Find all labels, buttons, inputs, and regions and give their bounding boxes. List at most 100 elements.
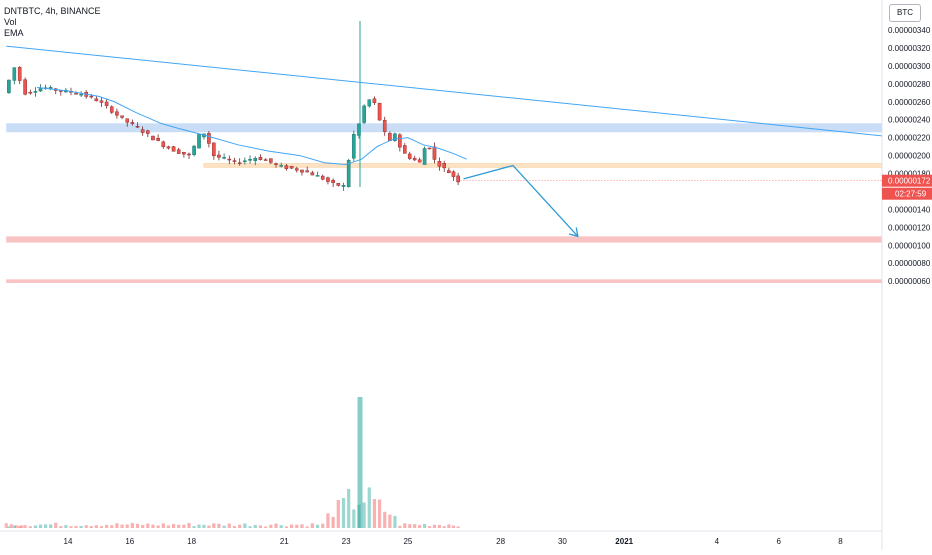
candle-body (305, 170, 309, 173)
ema-indicator-label[interactable]: EMA (4, 28, 24, 38)
volume-bar (161, 523, 165, 528)
y-tick-label: 0.00000060 (888, 277, 931, 286)
countdown-tag (882, 187, 932, 200)
volume-bar (171, 524, 176, 528)
volume-bar (243, 523, 247, 528)
candle-body (372, 98, 377, 103)
candle-body (33, 91, 38, 93)
x-tick-label: 16 (125, 537, 134, 546)
volume-bar (182, 524, 186, 528)
volume-indicator-label[interactable]: Vol (4, 17, 17, 27)
x-tick-label: 28 (496, 537, 505, 546)
volume-bar (393, 515, 397, 528)
candle-body (427, 147, 432, 150)
candle-body (279, 165, 284, 167)
x-tick-label: 21 (280, 537, 289, 546)
candle-body (326, 177, 330, 182)
volume-bar (258, 525, 263, 528)
candle-body (237, 162, 242, 164)
lines-layer (6, 45, 883, 238)
candle-body (130, 122, 135, 124)
symbol-title[interactable]: DNTBTC, 4h, BINANCE (4, 6, 101, 16)
candle-body (341, 185, 346, 187)
candle-body (398, 134, 402, 148)
x-tick-label: 8 (838, 537, 843, 546)
candle-body (393, 133, 397, 141)
volume-bar (59, 526, 63, 528)
x-tick-label: 2021 (615, 537, 633, 546)
y-axis: 0.00000340 0.00000320 0.00000300 0.00000280… (881, 0, 932, 550)
currency-badge[interactable]: BTC (889, 4, 921, 22)
candle-body (74, 93, 78, 95)
candle-body (166, 146, 171, 149)
candle-body (161, 141, 166, 147)
volume-bar (18, 526, 22, 528)
low-support-zone (6, 279, 882, 283)
y-tick-label: 0.00000320 (888, 44, 931, 53)
volume-bar (64, 525, 68, 528)
x-tick-label: 18 (187, 537, 196, 546)
candle-body (187, 153, 191, 156)
volume-bar (447, 524, 451, 528)
volume-bar (115, 523, 119, 528)
x-tick-label: 30 (558, 537, 567, 546)
candle-body (182, 151, 186, 155)
volume-bar (49, 524, 53, 528)
volume-bar (33, 525, 38, 528)
candle-body (382, 119, 387, 132)
candle-body (362, 105, 366, 123)
y-tick-label: 0.00000100 (888, 241, 931, 250)
volume-bar (422, 523, 427, 528)
candle-body (197, 134, 201, 149)
candle-body (456, 175, 460, 183)
volume-bar (295, 524, 299, 528)
countdown-label: 02:27:59 (895, 190, 927, 199)
volume-bar (377, 499, 382, 528)
candle-body (432, 146, 437, 160)
volume-bar (451, 525, 456, 528)
volume-bar (437, 524, 442, 528)
candle-body (222, 157, 226, 159)
volume-bar (38, 524, 43, 528)
candle-body (320, 175, 325, 180)
volume-bar (238, 524, 242, 528)
candle-body (300, 169, 304, 173)
volume-bar (9, 524, 13, 528)
candle-body (104, 101, 109, 106)
volume-bar (156, 525, 160, 528)
support-zone (6, 236, 882, 243)
candle-body (253, 158, 258, 161)
volume-bar (212, 523, 216, 528)
volume-bar (74, 525, 78, 528)
candle-body (23, 79, 27, 95)
candle-body (422, 148, 427, 165)
candle-body (89, 95, 94, 98)
candle-body (289, 166, 294, 169)
volume-bar (69, 526, 73, 528)
candle-body (346, 160, 351, 188)
current-price-label: 0.00000172 (888, 177, 931, 186)
candle-body (140, 129, 145, 133)
ema-line (37, 86, 467, 166)
y-tick-label: 0.00000140 (888, 205, 931, 214)
y-tick-label: 0.00000200 (888, 152, 931, 161)
volume-bar (43, 524, 48, 528)
volume-bar (146, 523, 150, 528)
spike-volume-bar (357, 397, 363, 528)
descending-trendline (6, 45, 883, 137)
volume-bar (274, 523, 278, 528)
volume-bar (279, 525, 283, 528)
volume-bar (253, 524, 257, 528)
volume-bar (315, 524, 320, 528)
volume-bar (20, 525, 24, 528)
volume-bar (248, 526, 252, 528)
candle-body (336, 183, 341, 186)
candle-body (94, 98, 99, 102)
candle-body (310, 172, 315, 176)
volume-bar (120, 524, 124, 528)
volume-bar (227, 523, 231, 528)
candle-body (217, 154, 221, 158)
candle-body (284, 165, 289, 169)
